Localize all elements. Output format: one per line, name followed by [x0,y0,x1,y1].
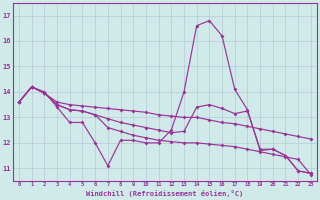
X-axis label: Windchill (Refroidissement éolien,°C): Windchill (Refroidissement éolien,°C) [86,190,244,197]
